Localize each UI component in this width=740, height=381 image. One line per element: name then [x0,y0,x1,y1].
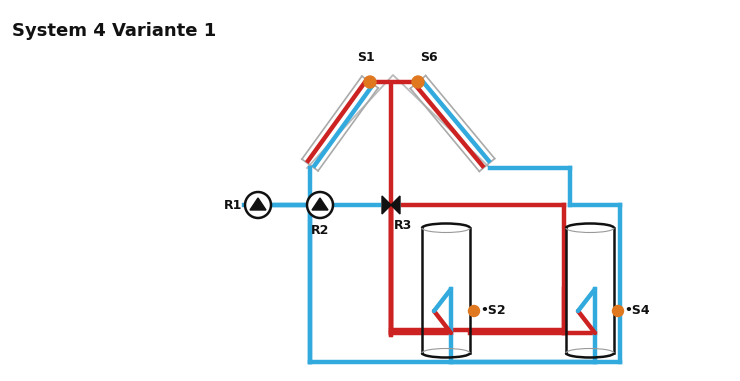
Circle shape [468,306,480,317]
Text: •S4: •S4 [624,304,650,317]
Polygon shape [312,198,328,210]
Polygon shape [382,196,391,214]
Text: S1: S1 [357,51,375,64]
Circle shape [613,306,624,317]
Text: R2: R2 [311,224,329,237]
Circle shape [307,192,333,218]
Polygon shape [250,198,266,210]
Circle shape [364,76,376,88]
Polygon shape [391,196,400,214]
Text: R1: R1 [223,199,242,211]
Text: S6: S6 [420,51,437,64]
Circle shape [412,76,424,88]
Text: R3: R3 [394,218,412,232]
Circle shape [245,192,271,218]
Text: System 4 Variante 1: System 4 Variante 1 [12,22,216,40]
Text: •S2: •S2 [480,304,505,317]
